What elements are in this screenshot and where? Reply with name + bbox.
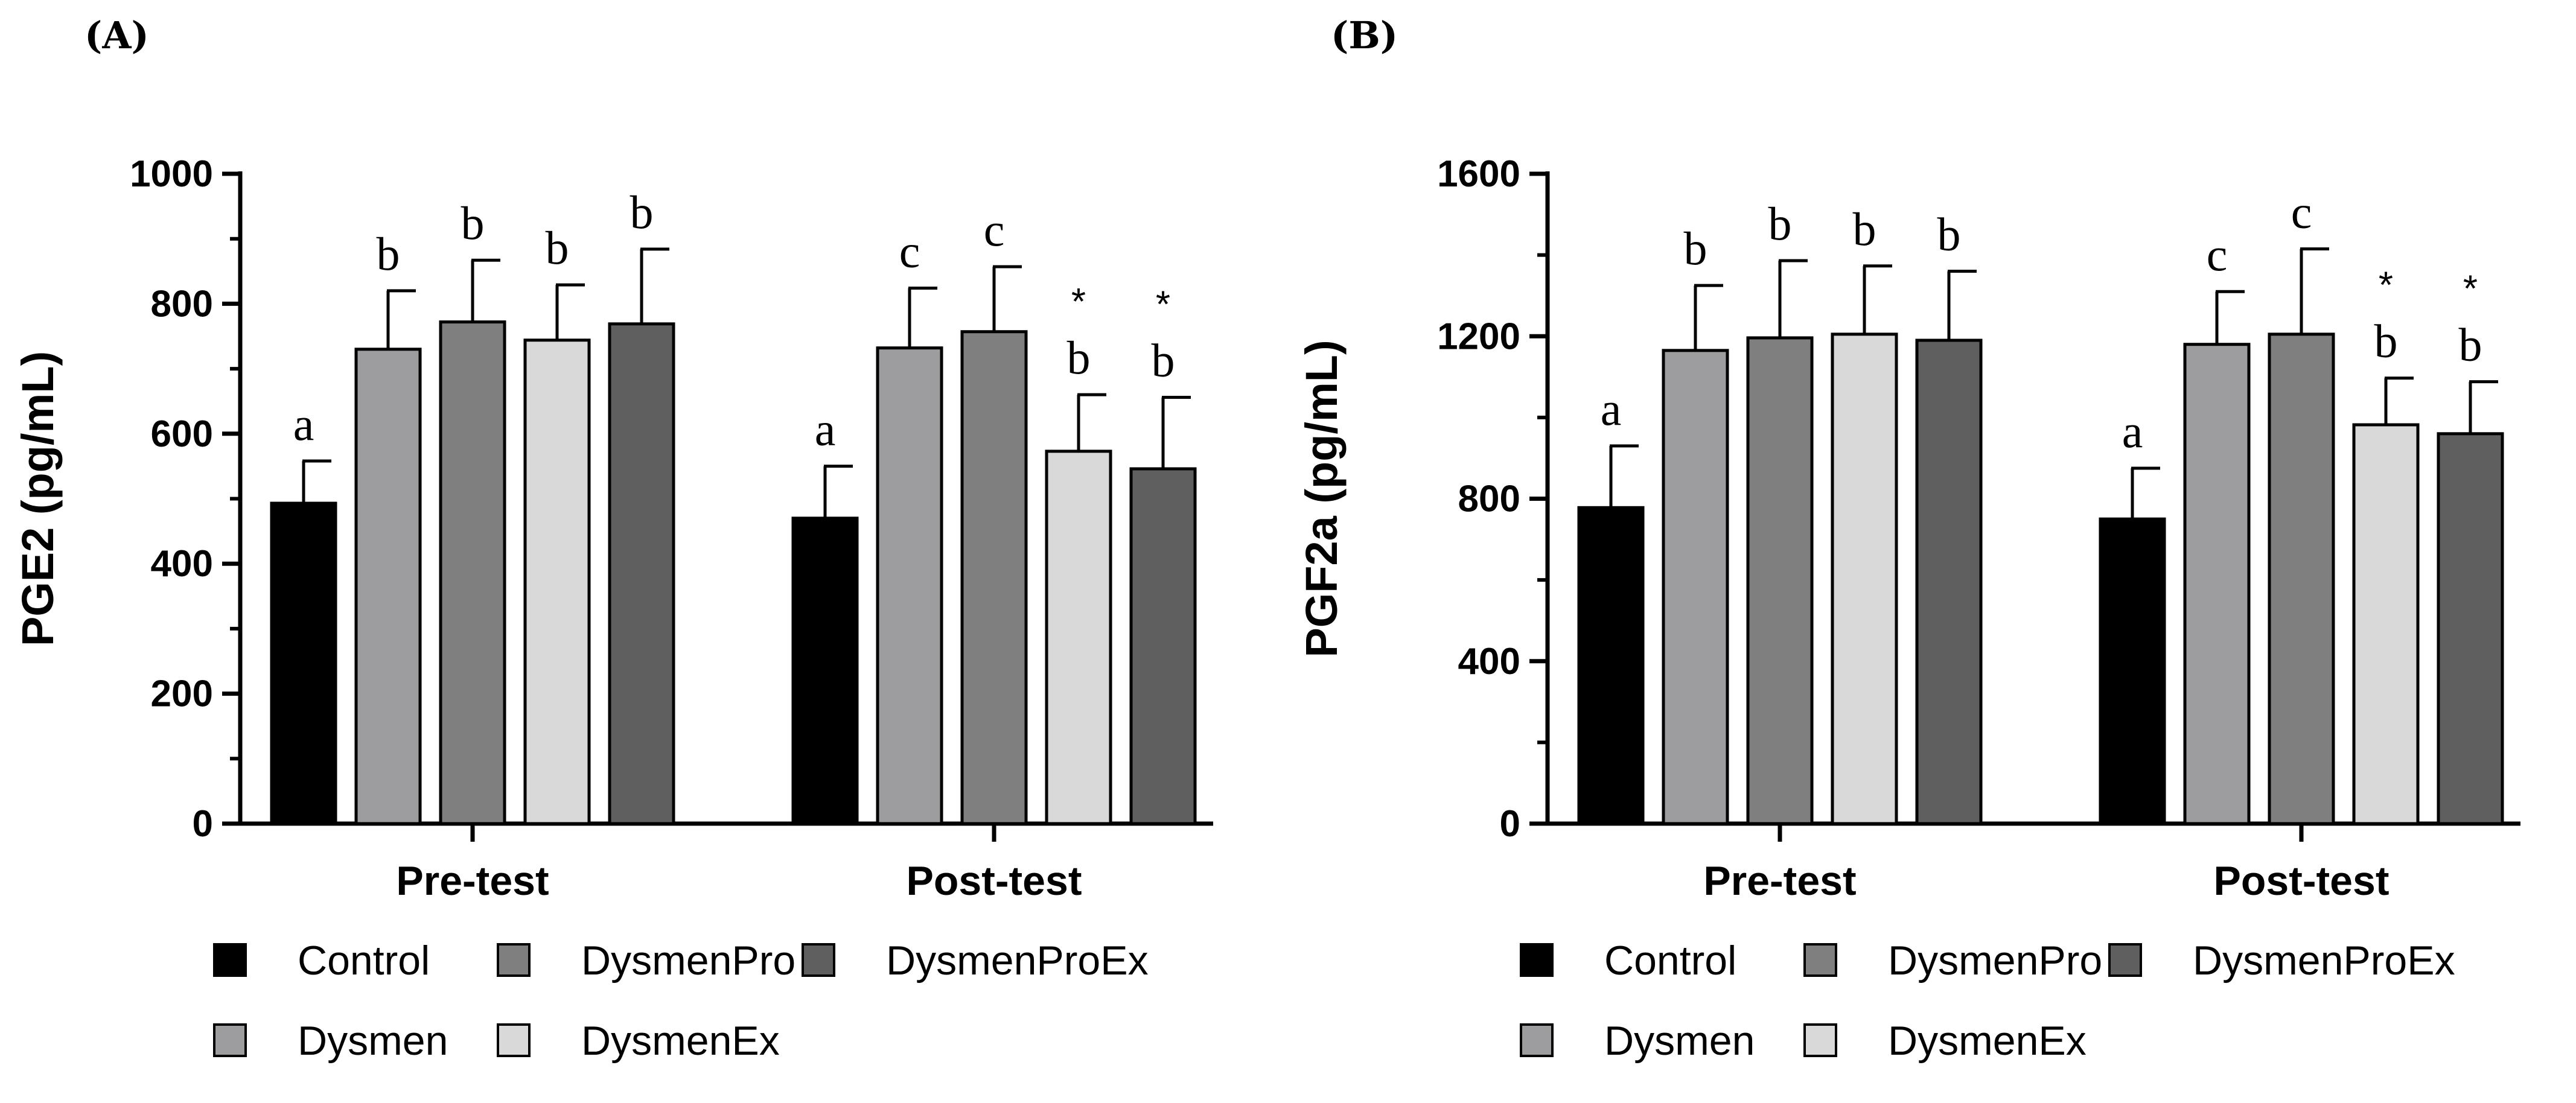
bar	[960, 330, 1028, 825]
significance-letter: c	[984, 203, 1005, 256]
y-tick-label: 200	[151, 673, 213, 715]
significance-letter: c	[2207, 228, 2228, 281]
legend-label: DysmenProEx	[2193, 938, 2455, 984]
legend-swatch	[1803, 943, 1837, 977]
y-tick-label: 800	[1458, 478, 1520, 520]
significance-letter: c	[899, 225, 920, 278]
legend-swatch	[213, 1023, 247, 1057]
legend-swatch	[497, 1023, 531, 1057]
significance-letter: c	[2291, 186, 2312, 238]
significance-letter: a	[1601, 383, 1622, 435]
bar	[876, 346, 943, 825]
bar	[2352, 423, 2420, 825]
significance-star: *	[1156, 284, 1170, 325]
legend-swatch	[213, 943, 247, 977]
significance-letter: b	[1067, 331, 1091, 384]
significance-letter: a	[2122, 405, 2143, 457]
x-tick-label: Pre-test	[396, 858, 549, 904]
significance-letter: b	[2459, 319, 2482, 371]
significance-letter: b	[1937, 208, 1961, 261]
legend-label: Control	[1604, 938, 1736, 984]
x-tick-label: Post-test	[907, 858, 1082, 904]
legend-label: DysmenPro	[581, 938, 795, 984]
bar	[1577, 506, 1645, 825]
bar	[354, 348, 422, 825]
legend-label: DysmenPro	[1888, 938, 2102, 984]
bar	[2099, 517, 2166, 825]
bar	[1045, 450, 1112, 825]
x-tick-label: Pre-test	[1703, 858, 1856, 904]
y-tick-label: 600	[151, 413, 213, 455]
significance-star: *	[1071, 281, 1086, 323]
y-tick-label: 0	[193, 803, 213, 845]
bar	[270, 501, 337, 825]
bar	[608, 322, 675, 825]
legend-label: Dysmen	[1604, 1018, 1755, 1064]
legend-swatch	[1520, 1023, 1554, 1057]
bar	[1662, 349, 1729, 825]
bar	[791, 517, 859, 825]
significance-star: *	[2379, 265, 2393, 307]
bar	[1915, 339, 1983, 825]
legend-label: DysmenProEx	[886, 938, 1149, 984]
y-axis-title: PGF2a (pg/mL)	[1296, 340, 1347, 657]
significance-letter: b	[1152, 334, 1175, 386]
y-tick-label: 0	[1500, 803, 1520, 845]
y-tick-label: 800	[151, 283, 213, 325]
legend-swatch	[1803, 1023, 1837, 1057]
panel-label: (A)	[84, 13, 149, 57]
bar	[2268, 332, 2335, 825]
significance-letter: b	[377, 227, 400, 280]
bar	[523, 339, 591, 825]
y-tick-label: 400	[1458, 641, 1520, 682]
significance-letter: b	[630, 186, 654, 238]
bar	[1129, 467, 1197, 825]
bar	[2437, 432, 2504, 825]
legend-label: DysmenEx	[581, 1018, 780, 1064]
significance-star: *	[2463, 269, 2478, 310]
significance-letter: b	[546, 221, 569, 274]
bar	[1831, 332, 1898, 825]
significance-letter: b	[1684, 222, 1707, 275]
legend-swatch	[497, 943, 531, 977]
significance-letter: a	[293, 398, 314, 450]
panel-b: (B) PGF2a (pg/mL) 0 400 800 1200 1600 Pre-test a…	[1296, 13, 2520, 1064]
panel-a: (A) PGE2 (pg/mL) 0 200 400 600 800 1000 Pre-test…	[13, 13, 1213, 1064]
significance-letter: b	[461, 197, 485, 249]
legend-label: DysmenEx	[1888, 1018, 2087, 1064]
significance-letter: b	[2374, 315, 2398, 367]
y-tick-label: 1600	[1437, 153, 1520, 195]
panel-label: (B)	[1331, 13, 1398, 57]
y-tick-label: 1200	[1437, 316, 1520, 357]
legend-label: Control	[298, 938, 430, 984]
legend-swatch	[2108, 943, 2142, 977]
significance-letter: b	[1853, 203, 1876, 255]
significance-letter: b	[1768, 197, 1792, 250]
significance-letter: a	[815, 403, 836, 456]
legend-swatch	[802, 943, 835, 977]
legend-swatch	[1520, 943, 1554, 977]
y-tick-label: 400	[151, 543, 213, 585]
y-axis-title: PGE2 (pg/mL)	[13, 351, 63, 646]
legend-label: Dysmen	[298, 1018, 448, 1064]
bar	[1746, 336, 1814, 825]
y-tick-label: 1000	[130, 153, 213, 195]
bar	[2183, 343, 2251, 825]
bar	[439, 320, 506, 825]
x-tick-label: Post-test	[2214, 858, 2389, 904]
